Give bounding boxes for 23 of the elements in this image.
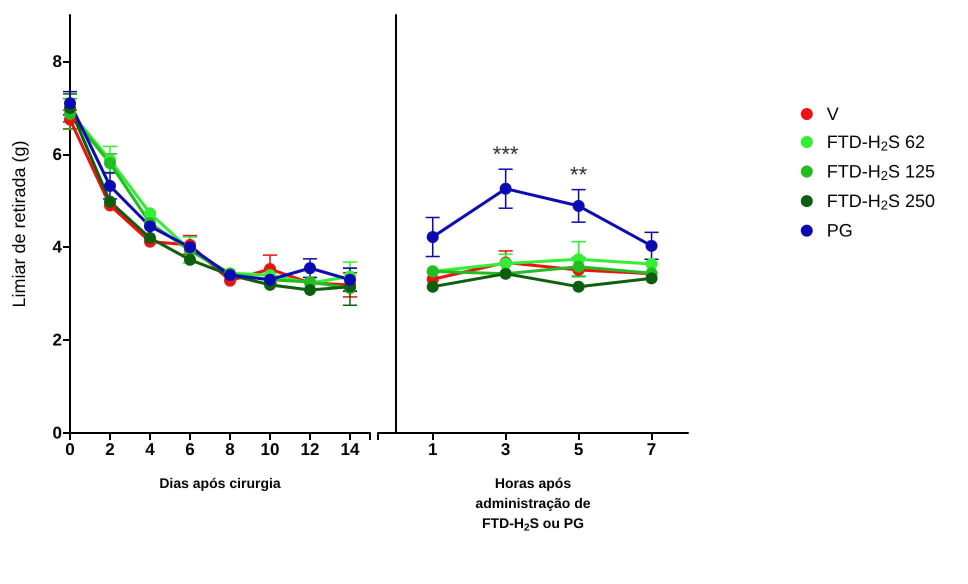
x-tick-label: 0 [65, 440, 75, 459]
annotation: *** [492, 142, 519, 167]
x-tick-label: 12 [300, 440, 320, 459]
x-tick-label: 2 [105, 440, 115, 459]
legend-label: PG [826, 220, 853, 241]
x-tick-label: 14 [340, 440, 360, 459]
legend-label: V [826, 104, 839, 124]
x-tick-label: 8 [225, 440, 235, 459]
x-tick-label: 6 [185, 440, 195, 459]
y-tick-label: 0 [52, 424, 62, 442]
y-tick-label: 8 [52, 52, 62, 71]
x-tick-label: 3 [500, 440, 510, 459]
y-tick-label: 6 [52, 144, 62, 164]
y-tick-label: 2 [52, 330, 62, 350]
x-tick-label: 4 [145, 440, 156, 459]
x-tick-label: 5 [574, 440, 584, 459]
y-axis-title: Limiar de retirada (g) [9, 140, 29, 308]
annotation: ** [570, 162, 588, 188]
x-tick-label: 1 [428, 440, 438, 459]
y-tick-label: 4 [52, 238, 63, 257]
x-tick-label: 10 [260, 440, 280, 459]
x-tick-label: 7 [646, 440, 656, 459]
x-axis-title: Dias após cirurgia [159, 475, 281, 491]
